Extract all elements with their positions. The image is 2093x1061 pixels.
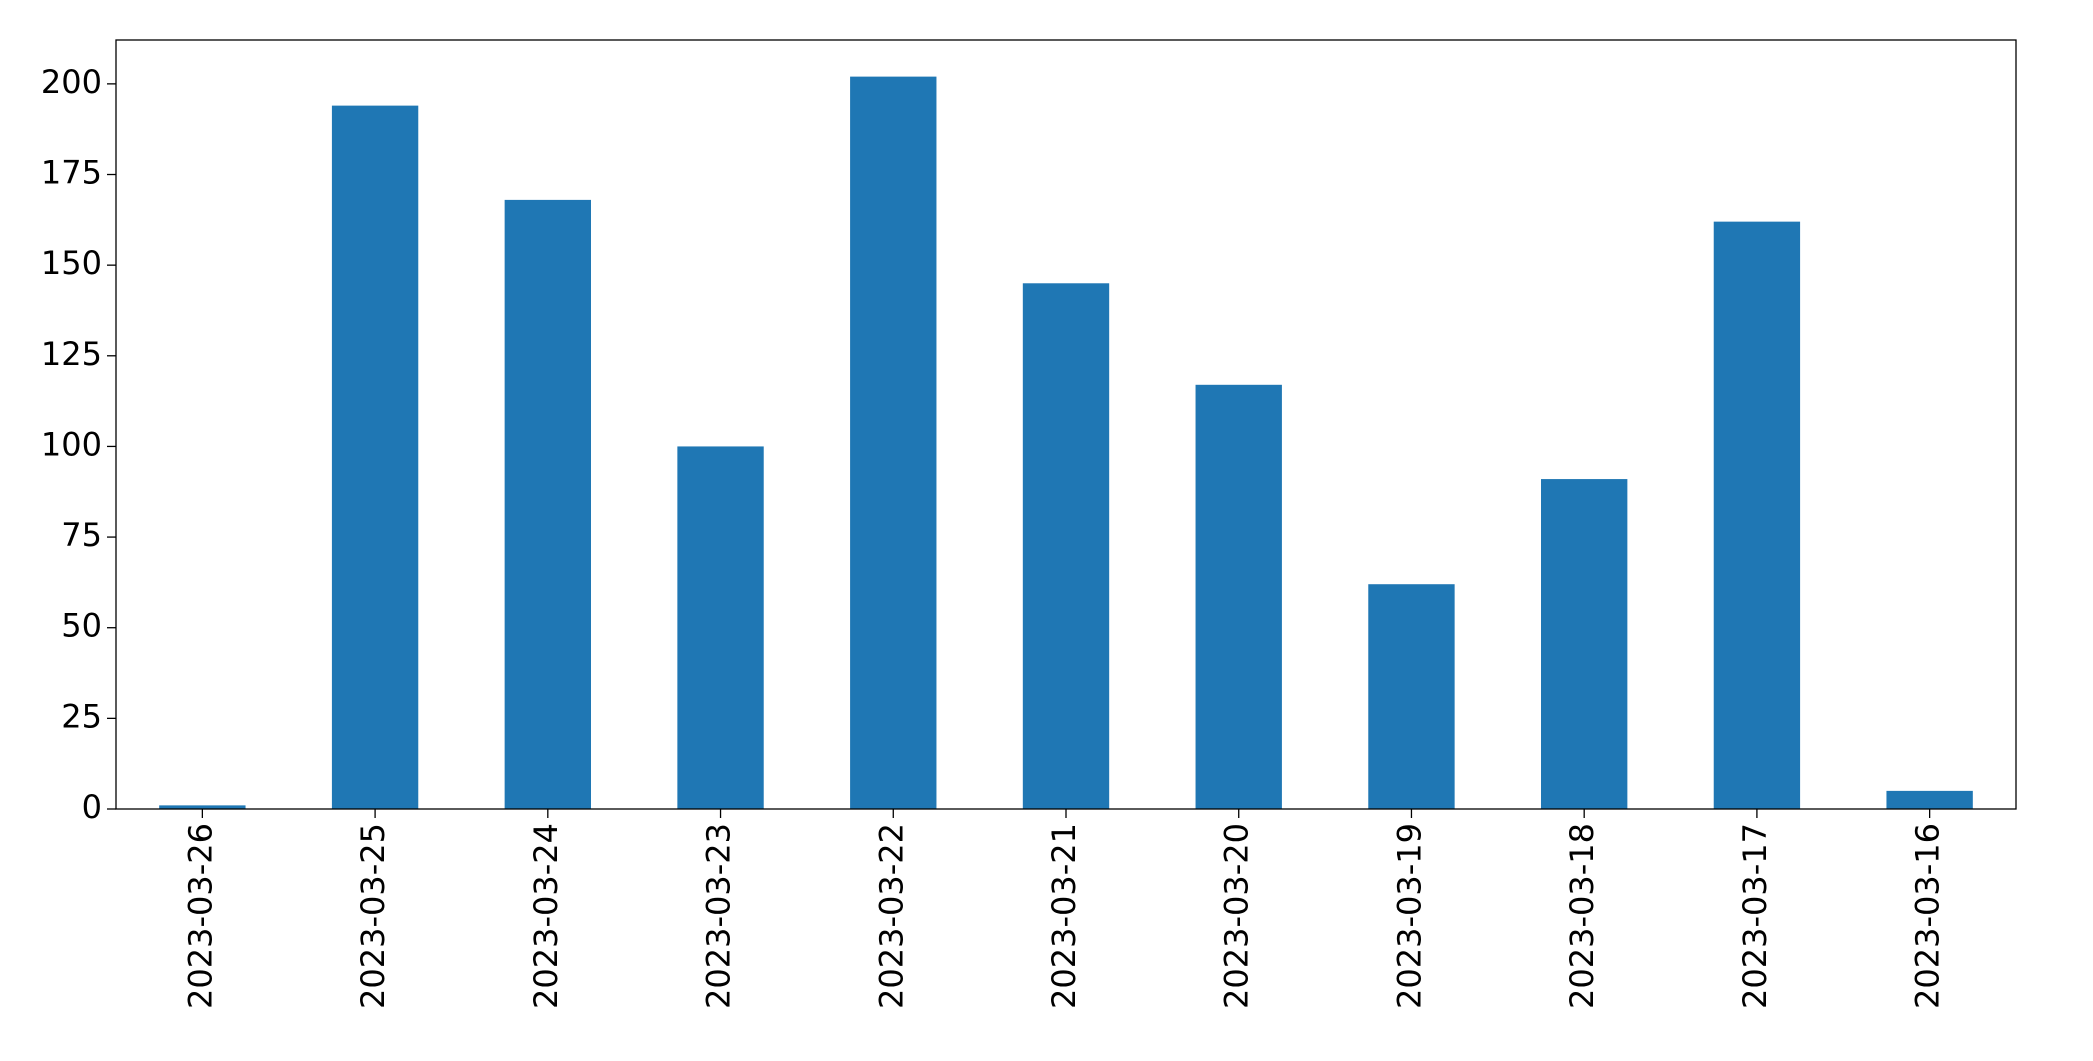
y-tick-label: 100 [41,425,102,463]
bar [677,446,764,809]
x-tick-label: 2023-03-25 [354,823,392,1009]
bar [1368,584,1455,809]
bar [504,199,591,809]
bar [331,105,419,809]
bar [1541,479,1628,809]
plot-area [159,76,1973,810]
y-tick-label: 125 [41,335,102,373]
x-tick-label: 2023-03-22 [872,823,910,1009]
y-tick-label: 150 [41,244,102,282]
x-tick-label: 2023-03-20 [1218,823,1256,1009]
x-tick-label: 2023-03-23 [700,823,738,1009]
bar [1886,790,1973,809]
y-tick-label: 0 [82,788,102,826]
x-tick-label: 2023-03-26 [181,823,219,1009]
y-tick-label: 175 [41,154,102,192]
x-tick-label: 2023-03-21 [1045,823,1083,1009]
y-tick-label: 75 [61,516,102,554]
x-tick-label: 2023-03-24 [527,823,565,1009]
x-tick-label: 2023-03-17 [1736,823,1774,1009]
bar [159,805,246,809]
y-tick-label: 25 [61,697,102,735]
bar [850,76,937,810]
y-tick-label: 50 [61,607,102,645]
bar [1022,283,1110,809]
bar [1713,221,1801,810]
x-tick-label: 2023-03-16 [1909,823,1947,1009]
y-tick-label: 200 [41,63,102,101]
bar [1195,384,1282,809]
x-tick-label: 2023-03-19 [1390,823,1428,1009]
x-tick-label: 2023-03-18 [1563,823,1601,1009]
